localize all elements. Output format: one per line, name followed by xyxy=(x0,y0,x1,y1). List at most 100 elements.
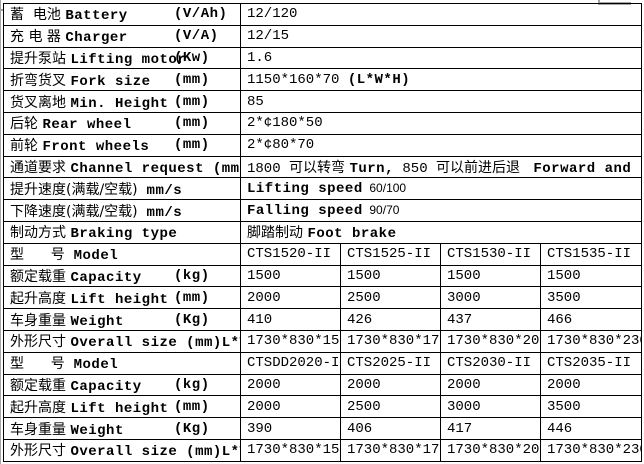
table-row: 型 号 Model CTSDD2020-II CTS2025-II CTS2030-I… xyxy=(3,351,643,375)
row-label: 型 号 Model xyxy=(3,351,241,375)
row-label-en: Battery xyxy=(65,8,128,25)
row-label-en: Lift height xyxy=(70,400,169,417)
row-label: 提升速度(满载/空载) mm/s xyxy=(3,177,241,201)
value-text: CTSDD2020-II xyxy=(247,355,341,372)
row-label-zh: 前轮 xyxy=(10,138,43,155)
value-text: 1730*830*1560 xyxy=(247,442,340,459)
value-text: CTS1520-II xyxy=(247,246,332,263)
value-text: CTS2035-II xyxy=(547,355,632,372)
cell-value: 1730*830*1780 xyxy=(340,329,441,353)
row-unit: (mm) xyxy=(212,160,240,177)
cell-value: 2000 xyxy=(340,373,441,397)
row-unit: (mm) xyxy=(174,93,210,110)
value-text: 3000 xyxy=(447,289,481,306)
row-label-en: mm/s xyxy=(146,204,183,221)
value-text: 2000 xyxy=(347,376,381,393)
page-edge-line xyxy=(0,0,1,464)
cell-value: CTS2025-II xyxy=(340,351,441,375)
value-text: 2000 xyxy=(247,376,281,393)
value-text: 2500 xyxy=(347,289,381,306)
value-text: 1730*830*2300 xyxy=(547,333,641,350)
cell-value: 437 xyxy=(440,308,541,331)
table-row: 型 号 Model CTS1520-II CTS1525-II CTS1530-II C… xyxy=(3,242,643,266)
table-row: 制动方式 Braking type 脚踏制动 Foot brake xyxy=(3,220,643,244)
cell-value: 1730*830*2300 xyxy=(539,438,643,463)
row-label-en: Lift height xyxy=(70,291,169,308)
row-label-zh: 起升高度 xyxy=(10,399,71,416)
value-text: 437 xyxy=(447,311,473,328)
row-label-zh: 货叉离地 xyxy=(10,94,71,111)
row-unit: (mm)L*W*H xyxy=(186,335,240,352)
value-text: CTS1525-II xyxy=(347,246,432,263)
value-text: 3500 xyxy=(547,398,581,415)
value-text: 466 xyxy=(547,311,573,328)
cell-value: 1730*830*2300 xyxy=(539,329,643,353)
row-label: 额定载重 Capacity (kg) xyxy=(3,264,241,288)
cell-value: 2000 xyxy=(240,373,341,397)
row-label-zh: 型 号 xyxy=(10,247,74,264)
cell-value: CTS1535-II xyxy=(539,242,643,266)
row-label: 起升高度 Lift height (mm) xyxy=(3,286,241,310)
row-label: 充 电 器 Charger (V/A) xyxy=(3,24,241,48)
value-text: 1500 xyxy=(447,267,481,284)
cell-value: Lifting speed 60/100 xyxy=(239,177,643,201)
cell-value: 1500 xyxy=(340,264,441,288)
row-unit: (mm) xyxy=(174,398,210,415)
cell-value: 3500 xyxy=(539,286,643,310)
cell-value: 3500 xyxy=(539,395,643,419)
value-text: 90/70 xyxy=(362,202,400,217)
value-text: 1730*830*2050 xyxy=(447,333,540,350)
cell-value: 1150*160*70 (L*W*H) xyxy=(239,68,643,92)
cell-value: 390 xyxy=(240,417,341,440)
table-handle-icon xyxy=(598,0,600,3)
cell-value: 2500 xyxy=(340,395,441,419)
cell-value: 2500 xyxy=(340,286,441,310)
cell-value: 2000 xyxy=(539,373,643,397)
row-label-en: Fork size xyxy=(70,73,151,90)
table-row: 额定载重 Capacity (kg) 2000 2000 2000 2000 xyxy=(3,373,643,397)
table-row: 通道要求 Channel request (mm)1800 可以转弯 Turn,… xyxy=(3,155,643,179)
cell-value: 426 xyxy=(340,308,441,331)
value-text: 1730*830*2300 xyxy=(547,442,641,459)
row-label-en: Capacity xyxy=(70,378,142,395)
row-label: 下降速度(满载/空载) mm/s xyxy=(3,199,241,222)
table-row: 车身重量 Weight (Kg) 410 426 437 466 xyxy=(3,308,643,331)
cell-value: CTS2035-II xyxy=(539,351,643,375)
row-unit: (mm) xyxy=(174,289,210,306)
value-text: 3000 xyxy=(447,398,481,415)
row-label-zh: 制动方式 xyxy=(10,225,71,242)
value-text: Forward and Backward xyxy=(533,160,640,177)
value-text: 417 xyxy=(447,420,473,437)
cell-value: 1800 可以转弯 Turn, 850 可以前进后退 Forward and B… xyxy=(239,155,643,179)
row-label: 车身重量 Weight (Kg) xyxy=(3,308,241,331)
value-text: 1.6 xyxy=(247,49,273,66)
cell-value: 1730*830*1560 xyxy=(240,438,341,463)
value-text: 2000 xyxy=(247,289,281,306)
row-label-zh: 通道要求 xyxy=(10,159,71,176)
value-text: CTS1530-II xyxy=(447,246,532,263)
row-unit: (mm) xyxy=(174,137,210,154)
row-label: 前轮 Front wheels (mm) xyxy=(3,133,241,157)
cell-value: 2000 xyxy=(240,286,341,310)
cell-value: 2000 xyxy=(440,373,541,397)
cell-value: 406 xyxy=(340,417,441,440)
spec-table: 蓄 电池 Battery (V/Ah) 12/120 充 电 器 Charger (V/… xyxy=(3,3,643,463)
cell-value: 2000 xyxy=(240,395,341,419)
value-text: 2000 xyxy=(247,398,281,415)
cell-value: 2*¢80*70 xyxy=(239,133,643,157)
cell-value: 1500 xyxy=(240,264,341,288)
table-row: 提升泵站 Lifting motor (Kw) 1.6 xyxy=(3,46,643,70)
table-row: 下降速度(满载/空载) mm/s Falling speed 90/70 xyxy=(3,199,643,222)
row-label-zh: 下降速度(满载/空载) xyxy=(10,203,147,220)
row-label: 后轮 Rear wheel (mm) xyxy=(3,111,241,135)
value-text: CTS2030-II xyxy=(447,355,532,372)
row-label-zh: 额定载重 xyxy=(10,268,71,285)
row-unit: (kg) xyxy=(174,267,210,284)
value-text: 1500 xyxy=(547,267,581,284)
row-label-zh: 车身重量 xyxy=(10,421,71,438)
row-label-zh: 外形尺寸 xyxy=(10,334,71,351)
row-label-zh: 起升高度 xyxy=(10,290,71,307)
row-label: 起升高度 Lift height (mm) xyxy=(3,395,241,419)
row-label-en: Weight xyxy=(70,313,124,330)
row-label: 折弯货叉 Fork size (mm) xyxy=(3,68,241,92)
